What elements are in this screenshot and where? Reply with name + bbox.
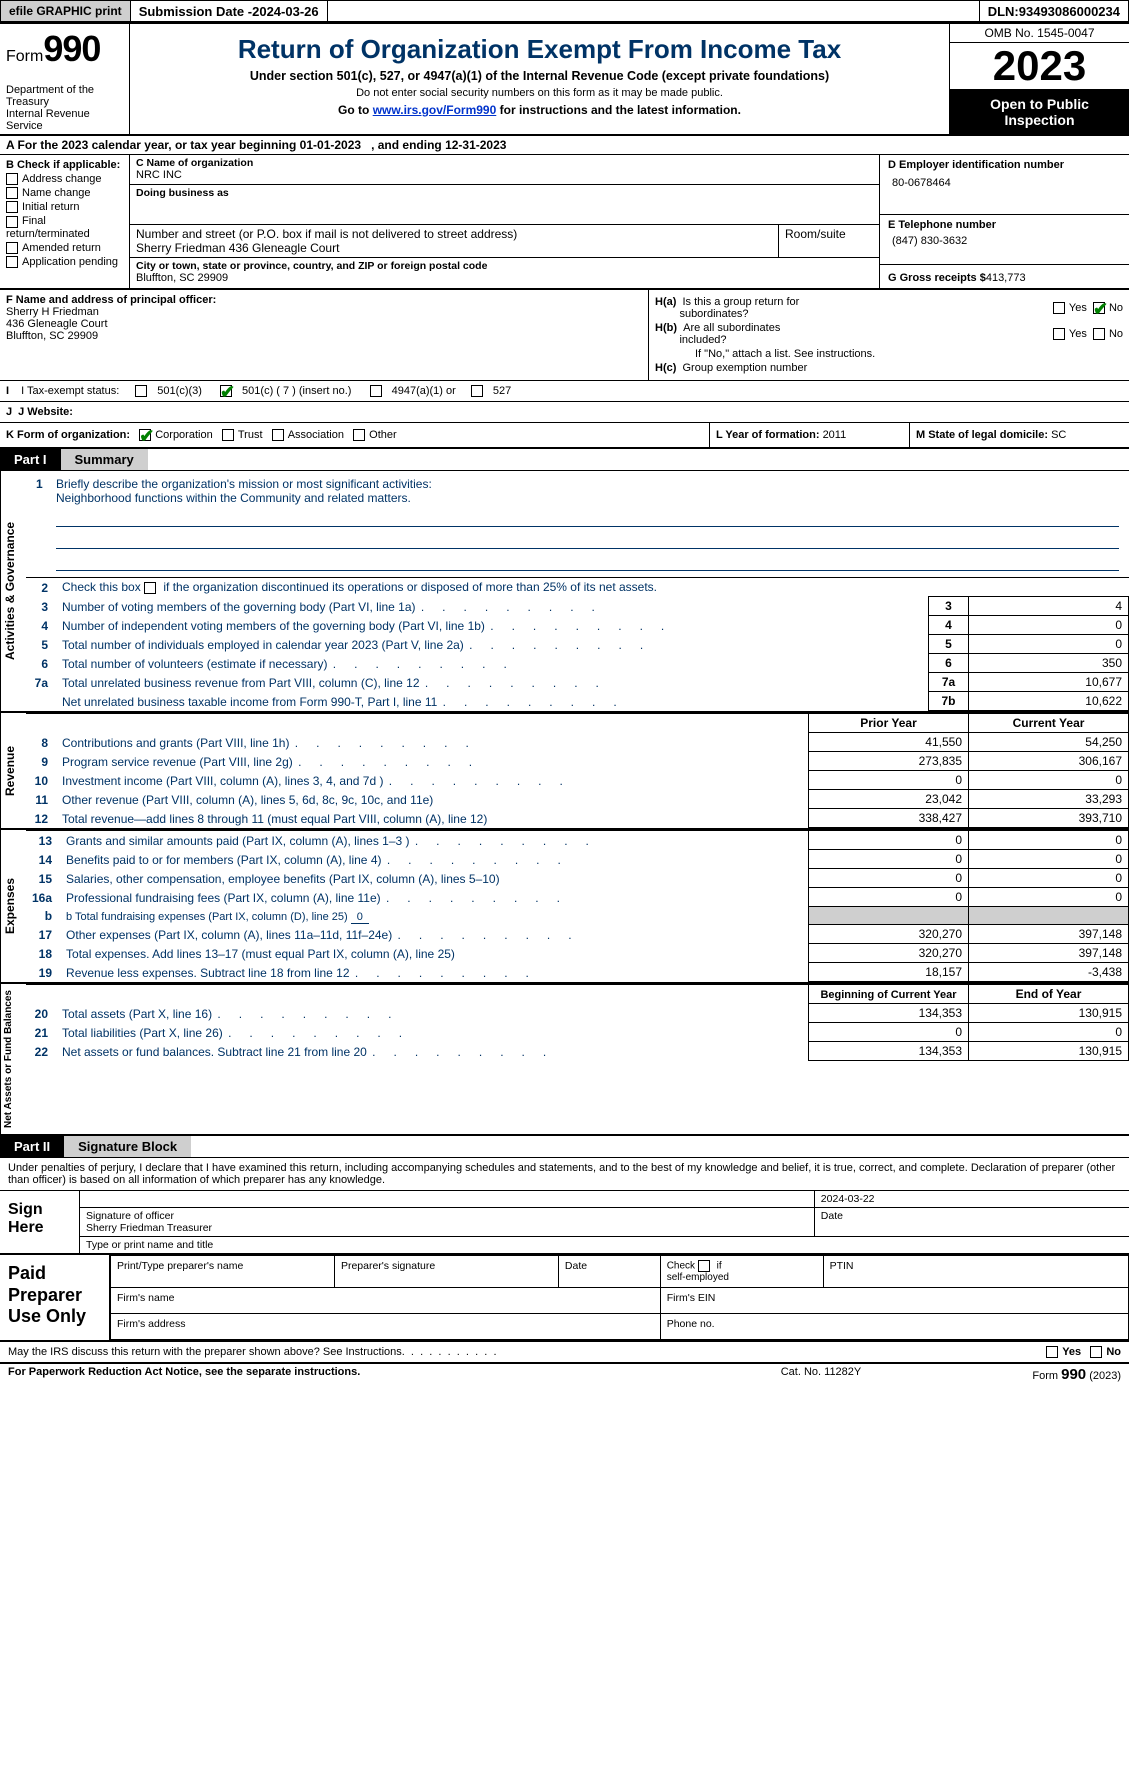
checkbox-assoc[interactable] xyxy=(272,429,284,441)
revenue-section: Revenue Prior YearCurrent Year 8Contribu… xyxy=(0,713,1129,830)
checkbox-discuss-no[interactable] xyxy=(1090,1346,1102,1358)
net-assets-section: Net Assets or Fund Balances Beginning of… xyxy=(0,984,1129,1136)
city-state-zip: Bluffton, SC 29909 xyxy=(136,272,873,284)
officer-signature-name: Sherry Friedman Treasurer xyxy=(86,1222,212,1234)
irs-discuss-row: May the IRS discuss this return with the… xyxy=(0,1342,1129,1364)
form-subtitle: Under section 501(c), 527, or 4947(a)(1)… xyxy=(138,69,941,83)
row-j: JJ Website: xyxy=(0,402,1129,423)
mission-line: 1 Briefly describe the organization's mi… xyxy=(26,471,1129,578)
checkbox-527[interactable] xyxy=(471,385,483,397)
top-bar: efile GRAPHIC print Submission Date - 20… xyxy=(0,0,1129,24)
sign-here-block: Sign Here 2024-03-22 Signature of office… xyxy=(0,1191,1129,1255)
entity-block: B Check if applicable: Address change Na… xyxy=(0,155,1129,290)
form-header: Form990 Department of the Treasury Inter… xyxy=(0,24,1129,136)
checkbox-amended[interactable] xyxy=(6,242,18,254)
checkbox-trust[interactable] xyxy=(222,429,234,441)
paid-preparer-block: Paid Preparer Use Only Print/Type prepar… xyxy=(0,1255,1129,1342)
section-c: C Name of organization NRC INC Doing bus… xyxy=(130,155,879,288)
tax-year-line: A For the 2023 calendar year, or tax yea… xyxy=(0,136,1129,155)
instructions-link: Go to www.irs.gov/Form990 for instructio… xyxy=(138,103,941,117)
open-inspection: Open to Public Inspection xyxy=(950,90,1129,134)
checkbox-4947[interactable] xyxy=(370,385,382,397)
checkbox-name-change[interactable] xyxy=(6,187,18,199)
perjury-statement: Under penalties of perjury, I declare th… xyxy=(0,1158,1129,1191)
checkbox-discuss-yes[interactable] xyxy=(1046,1346,1058,1358)
checkbox-hb-yes[interactable] xyxy=(1053,328,1065,340)
governance-section: Activities & Governance 1 Briefly descri… xyxy=(0,471,1129,713)
checkbox-ha-yes[interactable] xyxy=(1053,302,1065,314)
form-number: Form990 xyxy=(6,28,123,70)
expenses-section: Expenses 13Grants and similar amounts pa… xyxy=(0,830,1129,984)
checkbox-ha-no[interactable] xyxy=(1093,302,1105,314)
checkbox-initial-return[interactable] xyxy=(6,201,18,213)
mission-text: Neighborhood functions within the Commun… xyxy=(56,491,411,505)
checkbox-other[interactable] xyxy=(353,429,365,441)
ein: 80-0678464 xyxy=(888,171,1121,195)
checkbox-501c[interactable] xyxy=(220,385,232,397)
org-name: NRC INC xyxy=(136,169,873,181)
dln: DLN: 93493086000234 xyxy=(979,0,1129,22)
part-ii-header: Part II Signature Block xyxy=(0,1136,1129,1158)
checkbox-address-change[interactable] xyxy=(6,173,18,185)
section-f-h: F Name and address of principal officer:… xyxy=(0,290,1129,381)
tax-year: 2023 xyxy=(950,43,1129,90)
omb-number: OMB No. 1545-0047 xyxy=(950,24,1129,43)
submission-date: Submission Date - 2024-03-26 xyxy=(131,0,328,22)
checkbox-app-pending[interactable] xyxy=(6,256,18,268)
form-title: Return of Organization Exempt From Incom… xyxy=(138,34,941,65)
telephone: (847) 830-3632 xyxy=(888,231,1121,251)
irs-link[interactable]: www.irs.gov/Form990 xyxy=(373,103,497,117)
row-i: I I Tax-exempt status: 501(c)(3) 501(c) … xyxy=(0,381,1129,402)
row-klm: K Form of organization: Corporation Trus… xyxy=(0,423,1129,449)
efile-print-button[interactable]: efile GRAPHIC print xyxy=(0,0,131,22)
department: Department of the Treasury Internal Reve… xyxy=(6,84,129,132)
ssn-note: Do not enter social security numbers on … xyxy=(138,87,941,99)
section-d: D Employer identification number 80-0678… xyxy=(879,155,1129,288)
part-i-header: Part I Summary xyxy=(0,449,1129,471)
checkbox-self-employed[interactable] xyxy=(698,1260,710,1272)
gross-receipts: 413,773 xyxy=(986,272,1026,284)
checkbox-corp[interactable] xyxy=(139,429,151,441)
checkbox-hb-no[interactable] xyxy=(1093,328,1105,340)
section-b: B Check if applicable: Address change Na… xyxy=(0,155,130,288)
page-footer: For Paperwork Reduction Act Notice, see … xyxy=(0,1364,1129,1385)
checkbox-discontinued[interactable] xyxy=(144,582,156,594)
officer-name: Sherry H Friedman xyxy=(6,306,642,318)
checkbox-501c3[interactable] xyxy=(135,385,147,397)
checkbox-final-return[interactable] xyxy=(6,216,18,228)
street-address: Sherry Friedman 436 Gleneagle Court xyxy=(136,241,772,255)
